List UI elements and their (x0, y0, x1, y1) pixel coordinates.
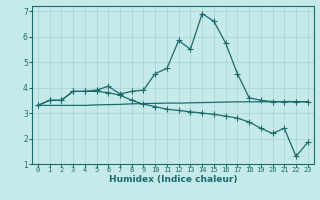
X-axis label: Humidex (Indice chaleur): Humidex (Indice chaleur) (108, 175, 237, 184)
